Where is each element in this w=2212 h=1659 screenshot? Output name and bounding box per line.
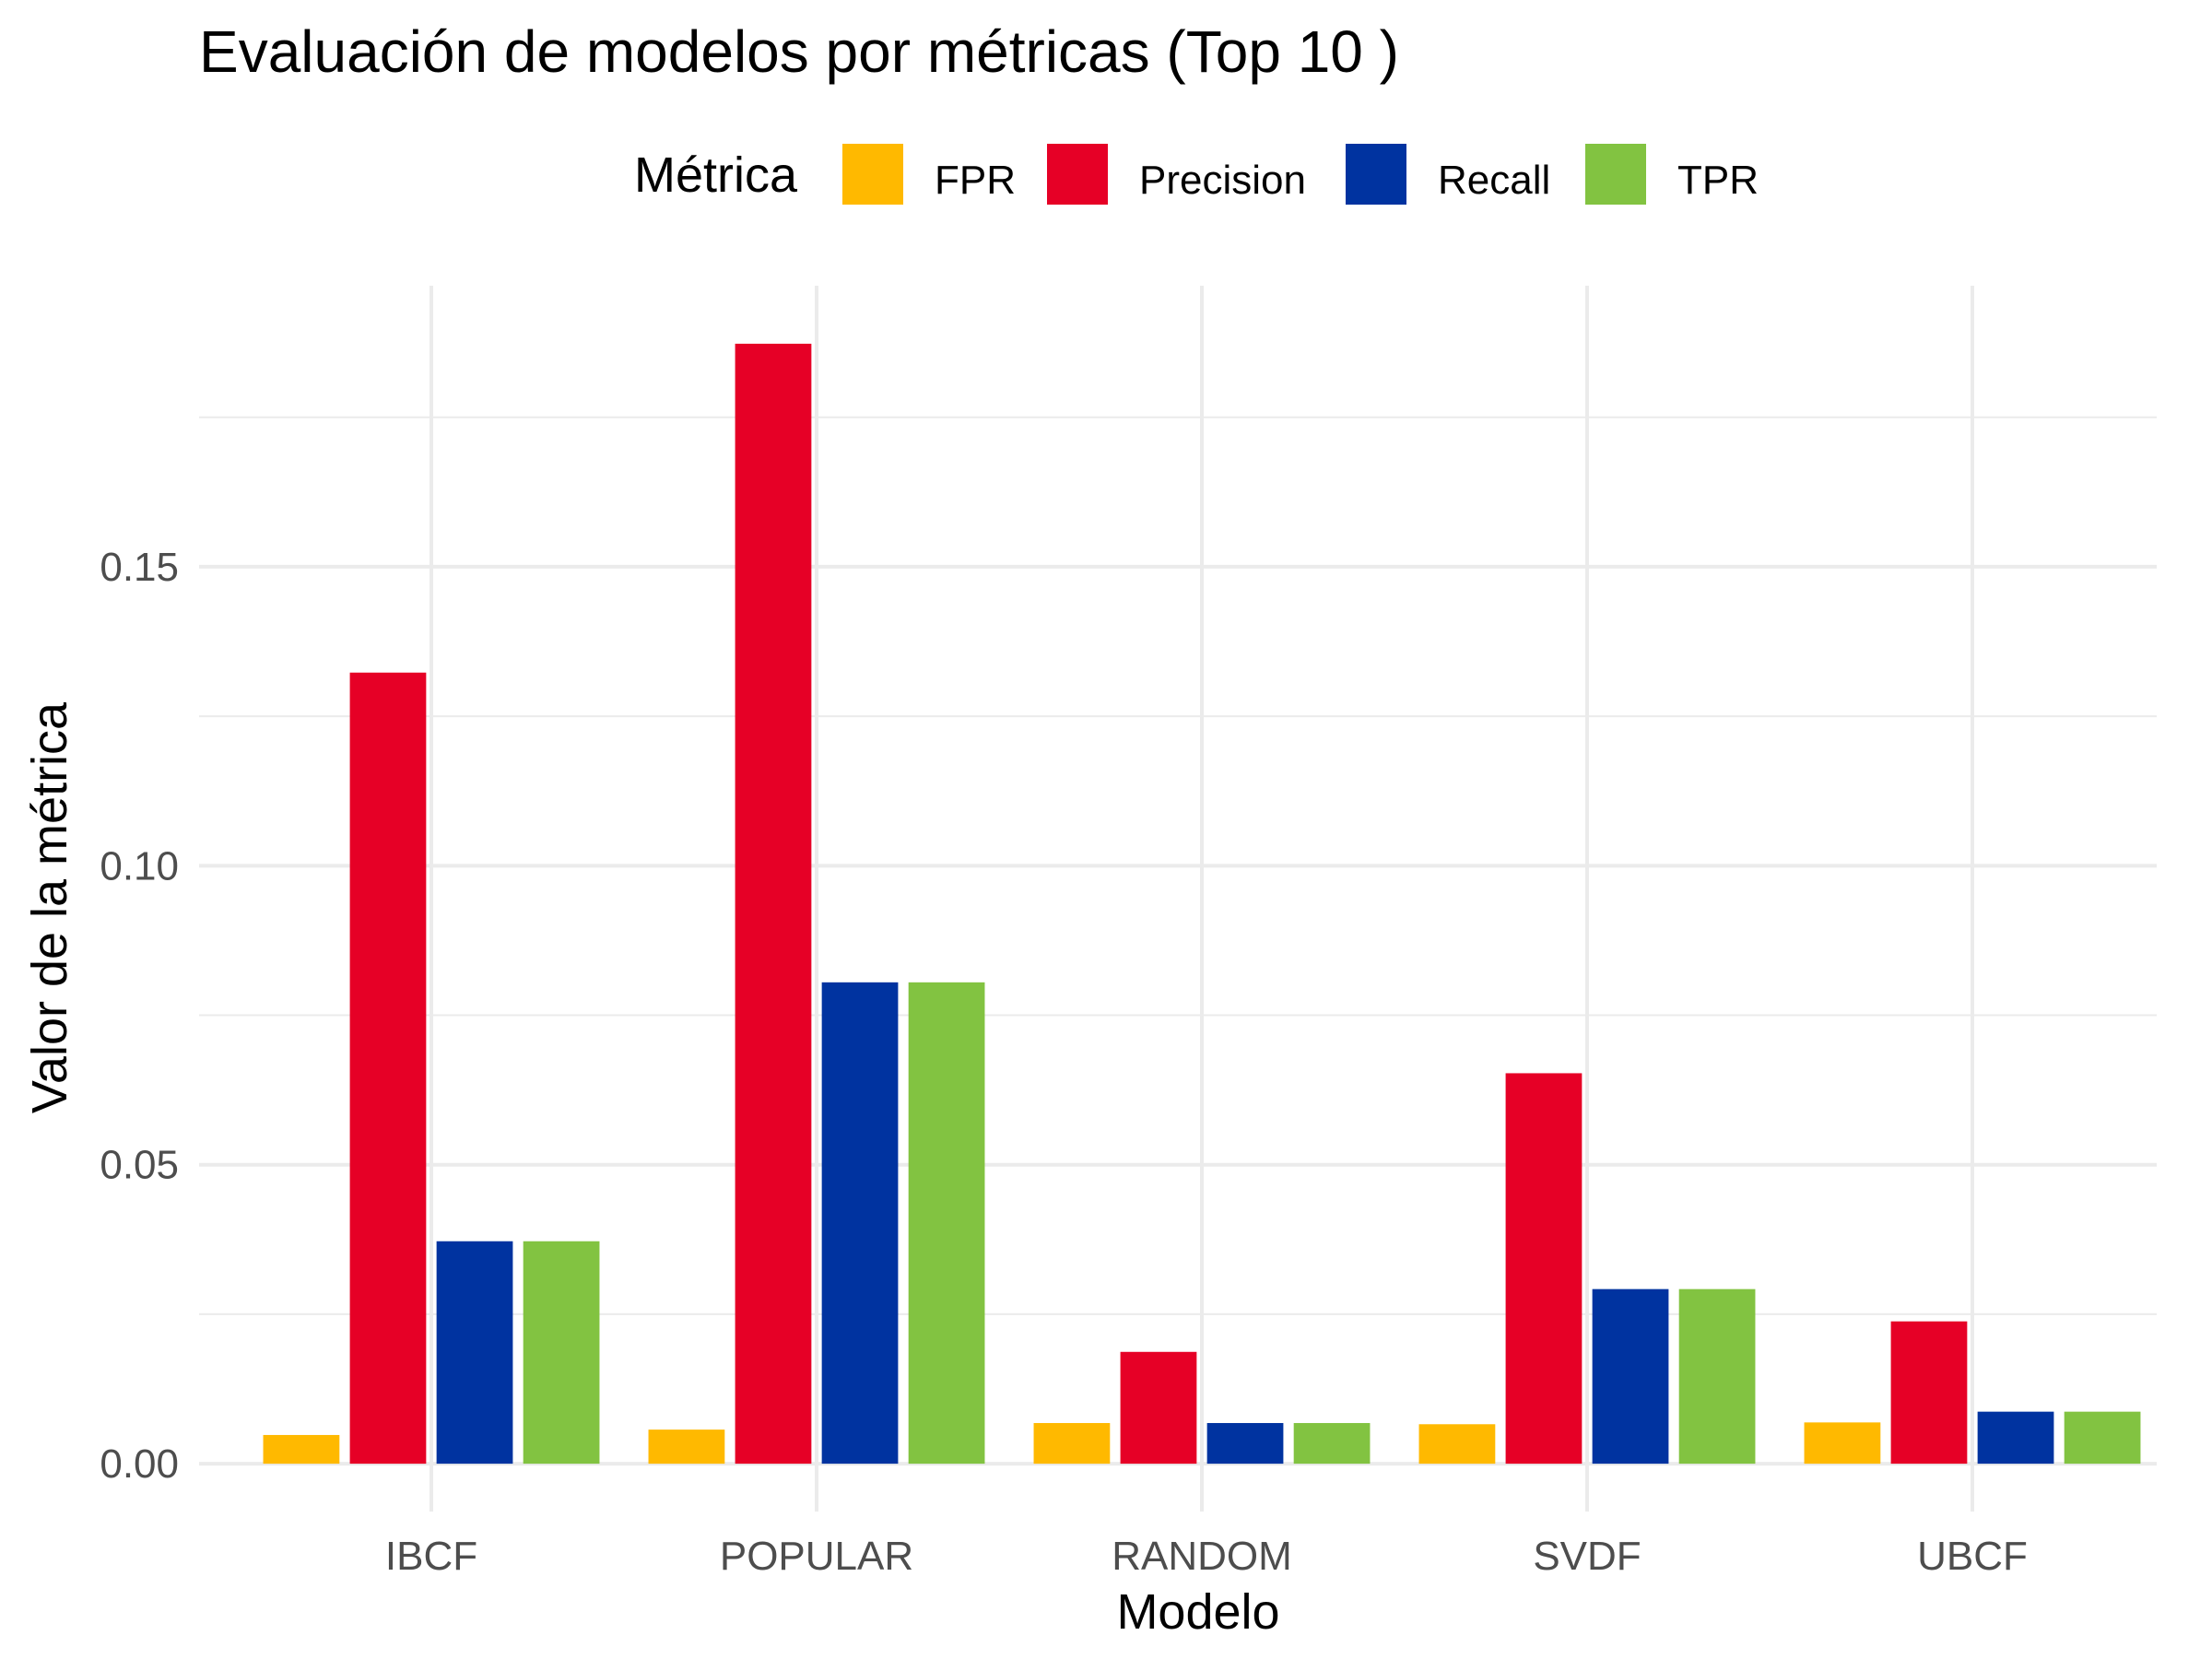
x-tick-label-ubcf: UBCF	[1917, 1534, 2028, 1579]
legend-swatch-recall	[1346, 144, 1406, 205]
bar-random-recall	[1206, 1422, 1284, 1465]
legend-label-recall: Recall	[1438, 158, 1551, 203]
bar-popular-tpr	[908, 982, 985, 1465]
legend: Métrica FPR Precision Recall TPR	[0, 138, 2212, 212]
legend-label-tpr: TPR	[1677, 158, 1759, 203]
bar-svdf-recall	[1592, 1288, 1669, 1465]
bar-ibcf-tpr	[523, 1241, 600, 1465]
x-axis-title: Modelo	[1116, 1584, 1279, 1640]
bars	[263, 343, 2141, 1465]
x-tick-label-popular: POPULAR	[720, 1534, 913, 1579]
bar-ibcf-fpr	[263, 1434, 340, 1465]
bar-random-tpr	[1293, 1422, 1371, 1465]
x-tick-label-random: RANDOM	[1112, 1534, 1292, 1579]
bar-ibcf-recall	[436, 1241, 513, 1465]
bar-ibcf-precision	[349, 672, 427, 1465]
bar-popular-precision	[735, 343, 812, 1465]
legend-swatch-fpr	[842, 144, 903, 205]
legend-label-precision: Precision	[1139, 158, 1306, 203]
legend-swatch-tpr	[1585, 144, 1646, 205]
bar-popular-recall	[821, 982, 899, 1465]
legend-title: Métrica	[634, 147, 798, 203]
bar-svdf-precision	[1505, 1073, 1583, 1465]
x-tick-label-ibcf: IBCF	[385, 1534, 477, 1579]
bar-ubcf-fpr	[1804, 1422, 1881, 1465]
y-tick-label: 0.00	[100, 1441, 179, 1487]
chart-title: Evaluación de modelos por métricas (Top …	[199, 18, 1399, 85]
bar-svdf-tpr	[1678, 1288, 1756, 1465]
bar-popular-fpr	[648, 1430, 725, 1465]
y-tick-label: 0.05	[100, 1143, 179, 1188]
legend-swatch-precision	[1047, 144, 1108, 205]
y-axis-title: Valor de la métrica	[22, 701, 77, 1113]
x-tick-label-svdf: SVDF	[1533, 1534, 1641, 1579]
bar-random-precision	[1120, 1351, 1197, 1465]
y-tick-label: 0.15	[100, 545, 179, 590]
y-tick-label: 0.10	[100, 843, 179, 888]
bar-svdf-fpr	[1418, 1424, 1496, 1465]
bar-ubcf-recall	[1977, 1411, 2054, 1465]
bar-ubcf-tpr	[2064, 1411, 2141, 1465]
legend-label-fpr: FPR	[935, 158, 1016, 203]
bar-ubcf-precision	[1890, 1321, 1968, 1465]
tick-labels: 0.00 0.05 0.10 0.15 IBCF POPULAR RANDOM SVDF UBC…	[100, 545, 2028, 1579]
bar-random-fpr	[1033, 1422, 1111, 1465]
